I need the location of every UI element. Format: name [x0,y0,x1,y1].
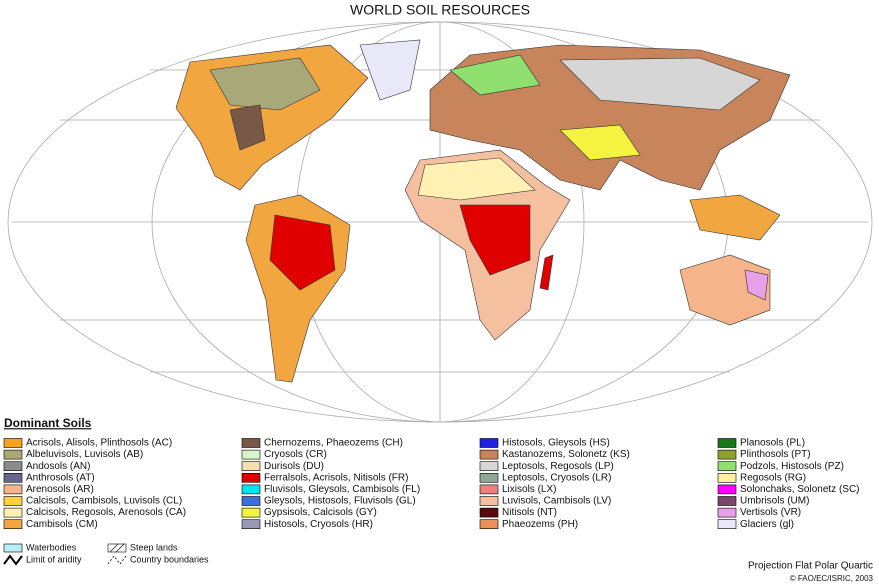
symbol-label: Country boundaries [130,554,209,564]
symbol-legend: Waterbodies Limit of aridity Steep lands… [3,542,209,566]
waterbody-swatch [3,543,23,553]
symbol-label: Steep lands [130,542,178,552]
legend-swatch [241,519,261,530]
legend-swatch [3,507,23,518]
legend-label: Histosols, Gleysols (HS) [502,438,610,449]
legend-swatch [3,472,23,483]
legend-label: Acrisols, Alisols, Plinthosols (AC) [26,438,172,449]
legend-label: Plinthosols (PT) [740,449,811,460]
legend-label: Anthrosols (AT) [26,472,95,483]
legend-label: Ferralsols, Acrisols, Nitisols (FR) [264,472,408,483]
legend-swatch [479,496,499,506]
legend-swatch [479,449,499,460]
legend-swatch [717,472,737,483]
legend: Acrisols, Alisols, Plinthosols (AC)Albel… [3,438,860,530]
legend-label: Fluvisols, Gleysols, Cambisols (FL) [264,484,420,495]
legend-label: Planosols (PL) [740,438,805,449]
legend-swatch [479,507,499,518]
legend-title: Dominant Soils [4,416,92,430]
legend-label: Nitisols (NT) [502,507,557,518]
legend-swatch [3,484,23,495]
steep-swatch [107,543,127,553]
legend-label: Durisols (DU) [264,461,324,472]
legend-label: Leptosols, Regosols (LP) [502,461,614,472]
legend-label: Umbrisols (UM) [740,496,809,507]
legend-label: Phaeozems (PH) [502,519,578,530]
legend-swatch [3,461,23,472]
legend-label: Leptosols, Cryosols (LR) [502,472,611,483]
legend-label: Kastanozems, Solonetz (KS) [502,449,630,460]
legend-swatch [717,449,737,460]
legend-swatch [241,507,261,518]
legend-swatch [717,519,737,530]
legend-swatch [3,449,23,460]
legend-label: Regosols (RG) [740,472,806,483]
legend-label: Histosols, Cryosols (HR) [264,519,373,530]
legend-swatch [717,461,737,472]
legend-label: Chernozems, Phaeozems (CH) [264,438,403,449]
legend-swatch [3,438,23,448]
legend-label: Vertisols (VR) [740,507,801,518]
aridity-line [3,554,23,566]
legend-label: Cryosols (CR) [264,449,327,460]
legend-swatch [241,449,261,460]
symbol-label: Waterbodies [26,542,77,552]
legend-swatch [241,461,261,472]
legend-swatch [479,461,499,472]
legend-label: Calcisols, Cambisols, Luvisols (CL) [26,496,182,507]
legend-swatch [479,484,499,495]
legend-swatch [717,484,737,495]
legend-label: Andosols (AN) [26,461,90,472]
legend-label: Albeluvisols, Luvisols (AB) [26,449,143,460]
legend-label: Luvisols, Cambisols (LV) [502,496,611,507]
legend-swatch [479,438,499,448]
legend-swatch [717,438,737,448]
legend-label: Gypsisols, Calcisols (GY) [264,507,377,518]
legend-swatch [717,496,737,506]
credit: © FAO/EC/ISRIC, 2003 [790,574,874,583]
title: WORLD SOIL RESOURCES [350,2,530,18]
legend-swatch [717,507,737,518]
legend-label: Glaciers (gl) [740,519,794,530]
legend-label: Calcisols, Regosols, Arenosols (CA) [26,507,186,518]
legend-swatch [241,484,261,495]
legend-label: Arenosols (AR) [26,484,94,495]
projection-note: Projection Flat Polar Quartic [748,561,873,572]
legend-swatch [479,519,499,530]
legend-swatch [479,472,499,483]
legend-swatch [241,438,261,448]
steep-hatch [109,543,125,553]
legend-swatch [241,496,261,506]
legend-label: Cambisols (CM) [26,519,98,530]
continents [175,39,791,383]
legend-swatch [3,519,23,530]
legend-swatch [241,472,261,483]
world-map [7,21,873,423]
legend-label: Gleysols, Histosols, Fluvisols (GL) [264,496,416,507]
legend-label: Podzols, Histosols (PZ) [740,461,844,472]
legend-label: Lixisols (LX) [502,484,556,495]
boundary-line [107,555,127,565]
legend-label: Solonchaks, Solonetz (SC) [740,484,860,495]
legend-swatch [3,496,23,506]
symbol-label: Limit of aridity [26,554,82,564]
